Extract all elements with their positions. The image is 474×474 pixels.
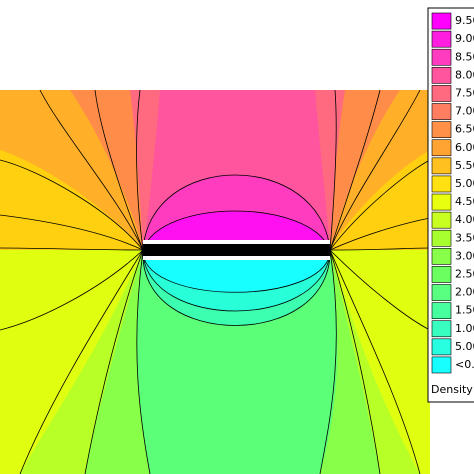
legend-label: 9.50 — [455, 14, 474, 27]
legend-label: 4.00 — [455, 213, 474, 226]
legend-swatch — [431, 103, 452, 120]
legend-label: 5.00 — [455, 340, 474, 353]
legend-title: Density P — [431, 383, 474, 396]
legend-swatch — [431, 266, 452, 283]
legend-swatch — [431, 211, 452, 229]
legend-swatch — [431, 30, 452, 48]
legend-swatch — [431, 121, 452, 138]
legend-swatch — [431, 157, 452, 175]
legend-swatch — [431, 320, 452, 338]
legend-swatch — [431, 229, 452, 247]
legend-label: 8.00 — [455, 68, 474, 81]
legend-swatch — [431, 248, 452, 265]
legend-label: 9.00 — [455, 32, 474, 45]
legend-label: 6.50 — [455, 123, 474, 136]
legend-swatch — [431, 356, 452, 374]
legend-swatch — [431, 67, 452, 84]
legend-label: 8.50 — [455, 50, 474, 63]
legend-label: 2.50 — [455, 267, 474, 280]
legend-swatch — [431, 338, 452, 356]
legend-label: 5.50 — [455, 159, 474, 172]
legend-swatch — [431, 48, 452, 66]
legend-swatch — [431, 12, 452, 30]
legend-label: <0. — [455, 358, 474, 371]
legend-swatch — [431, 284, 452, 301]
legend-label: 5.00 — [455, 177, 474, 190]
legend-swatch — [431, 85, 452, 102]
legend-label: 3.50 — [455, 231, 474, 244]
legend-label: 7.00 — [455, 105, 474, 118]
field-map — [0, 89, 431, 474]
legend-label: 7.50 — [455, 86, 474, 99]
legend-swatch — [431, 302, 452, 320]
legend-label: 6.00 — [455, 141, 474, 154]
legend-swatch — [431, 175, 452, 193]
legend: Density P 9.50 9.00 8.50 8.00 7.50 7.00 6.50 6.… — [427, 7, 474, 403]
legend-label: 2.00 — [455, 286, 474, 299]
legend-label: 3.00 — [455, 249, 474, 262]
legend-swatch — [431, 193, 452, 211]
legend-label: 1.00 — [455, 322, 474, 335]
legend-label: 1.50 — [455, 304, 474, 317]
legend-label: 4.50 — [455, 195, 474, 208]
legend-swatch — [431, 139, 452, 157]
